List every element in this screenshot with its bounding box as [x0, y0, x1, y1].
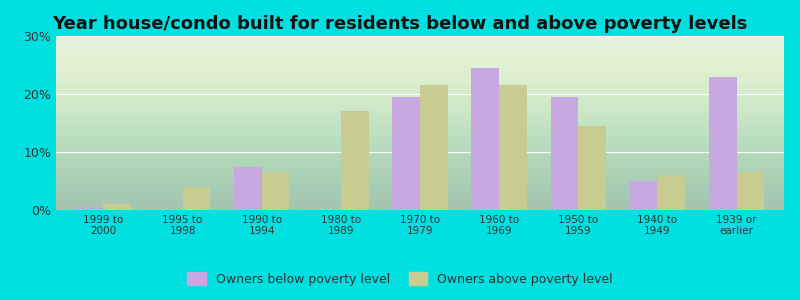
Bar [103, 204, 131, 210]
Legend: Owners below poverty level, Owners above poverty level: Owners below poverty level, Owners above… [182, 267, 618, 291]
Bar [234, 167, 262, 210]
Bar [420, 85, 448, 210]
Bar [471, 68, 499, 210]
Bar [392, 97, 420, 210]
Text: Year house/condo built for residents below and above poverty levels: Year house/condo built for residents bel… [52, 15, 748, 33]
Bar [737, 172, 764, 210]
Bar [658, 175, 685, 210]
Bar [550, 97, 578, 210]
Bar [499, 85, 527, 210]
Bar [182, 187, 210, 210]
Bar [76, 207, 103, 210]
Bar [578, 126, 606, 210]
Bar [341, 111, 369, 210]
Bar [709, 76, 737, 210]
Bar [262, 172, 290, 210]
Bar [630, 181, 658, 210]
